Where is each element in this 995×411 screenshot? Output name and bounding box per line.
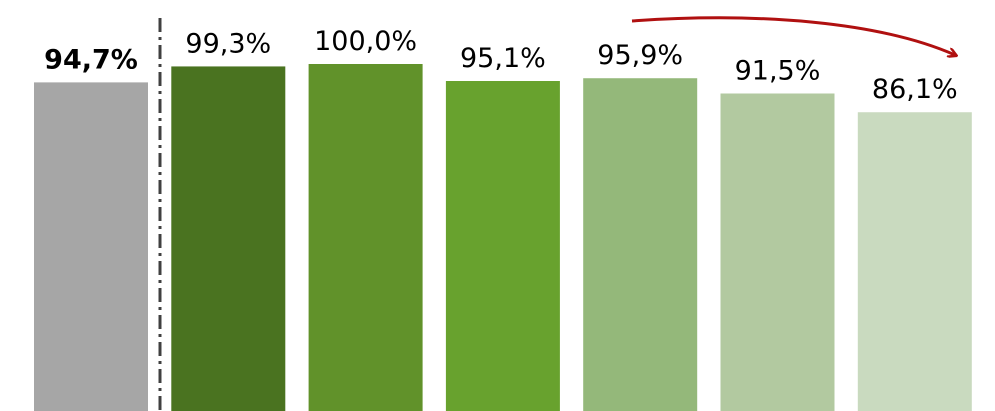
bar xyxy=(308,64,423,411)
value-label: 94,7% xyxy=(44,44,138,75)
bar xyxy=(171,66,286,411)
value-label: 99,3% xyxy=(185,28,271,59)
bar xyxy=(857,112,972,411)
value-label: 100,0% xyxy=(314,26,417,57)
bar xyxy=(445,81,560,411)
bar xyxy=(720,93,835,411)
value-label: 95,1% xyxy=(460,43,546,74)
value-label: 86,1% xyxy=(872,74,958,105)
bar xyxy=(34,82,148,411)
value-label: 95,9% xyxy=(597,40,683,71)
bar xyxy=(583,78,698,411)
value-label: 91,5% xyxy=(735,55,821,86)
trend-arrow xyxy=(631,16,955,55)
